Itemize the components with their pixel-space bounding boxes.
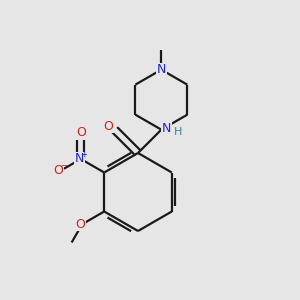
Text: −: − — [60, 161, 67, 170]
Text: N: N — [157, 63, 166, 76]
Text: +: + — [80, 150, 87, 159]
Text: O: O — [76, 126, 86, 140]
Text: O: O — [76, 218, 85, 231]
Text: N: N — [75, 152, 84, 166]
Text: O: O — [54, 164, 64, 177]
Text: O: O — [103, 120, 113, 133]
Text: H: H — [174, 127, 182, 137]
Text: N: N — [162, 122, 171, 135]
